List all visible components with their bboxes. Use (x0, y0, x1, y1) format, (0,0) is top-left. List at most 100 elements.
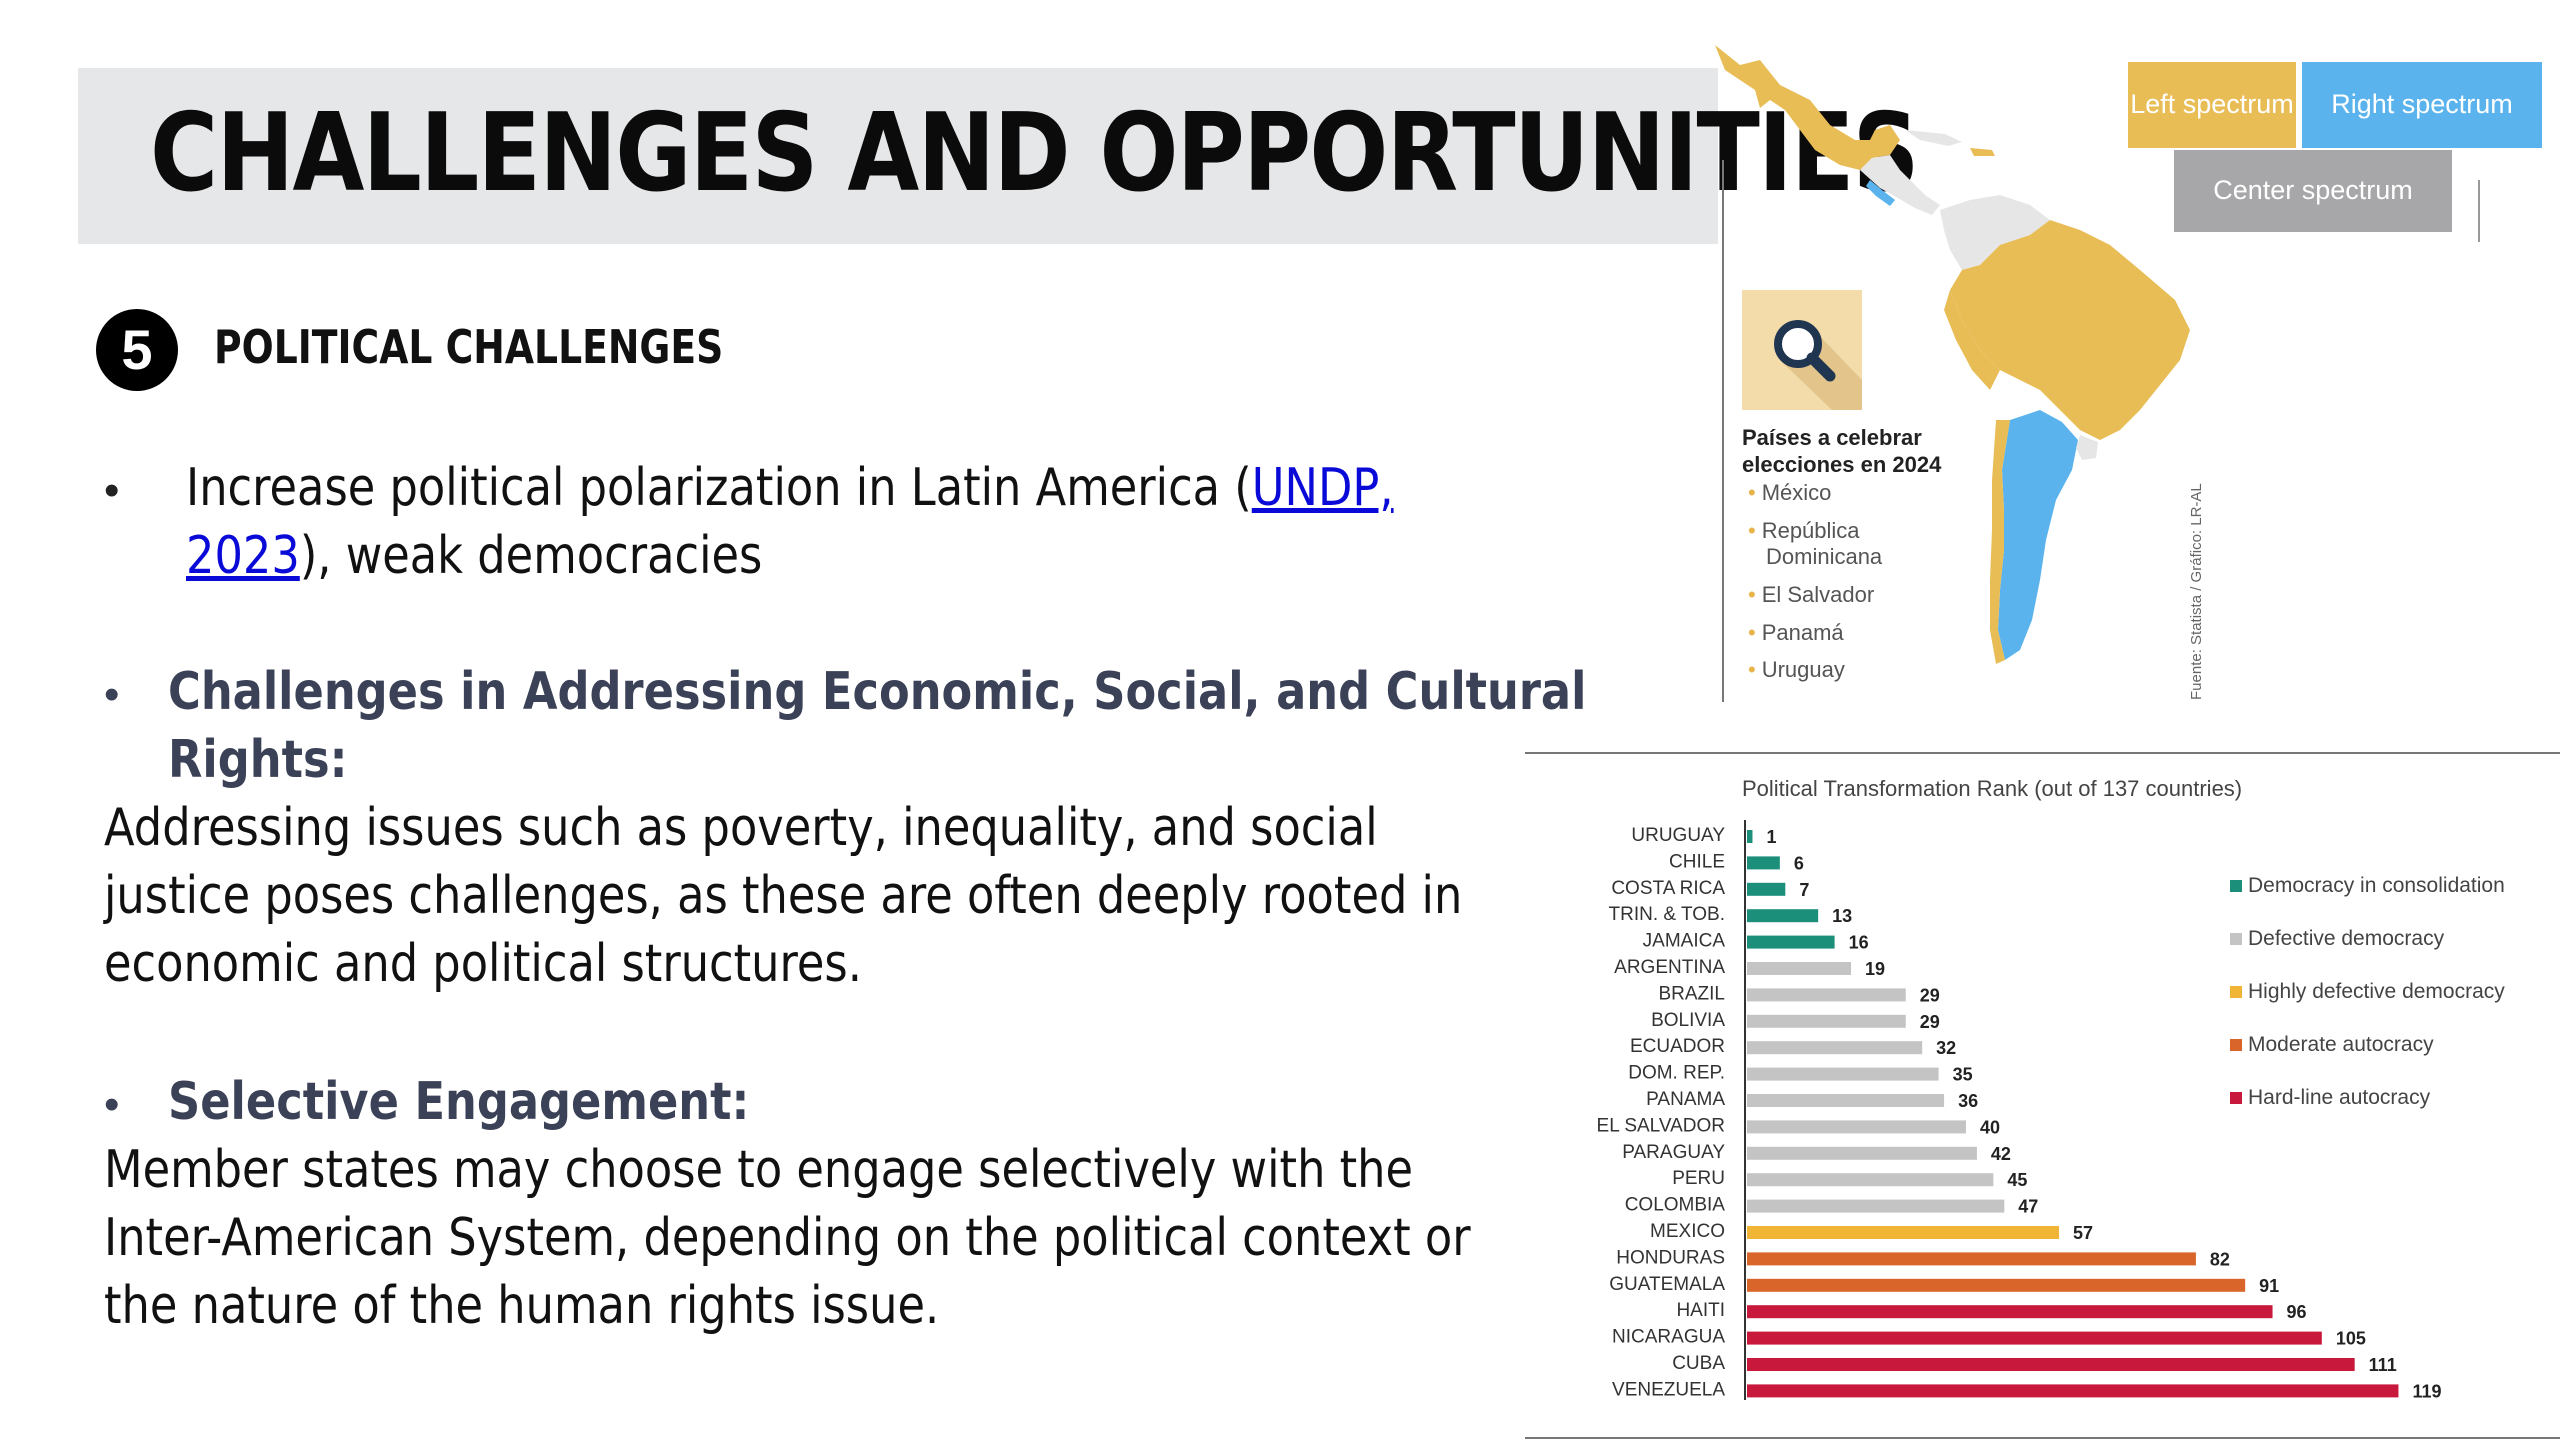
chart-category-label: PANAMA (1646, 1089, 1725, 1110)
chart-legend-label: Defective democracy (2248, 927, 2445, 950)
chart-value-label: 1 (1766, 827, 1776, 847)
chart-category-label: PERU (1672, 1168, 1725, 1189)
chart-value-label: 13 (1832, 906, 1852, 926)
map-source-note: Fuente: Statista / Gráfico: LR-AL (2188, 483, 2205, 700)
chart-value-label: 7 (1799, 880, 1809, 900)
chart-value-label: 32 (1936, 1038, 1956, 1058)
chart-category-label: BRAZIL (1658, 983, 1725, 1004)
map-region-south-america (1950, 220, 2190, 440)
chart-value-label: 16 (1849, 933, 1869, 953)
country-item-continued: Dominicana (1766, 544, 1883, 569)
chart-bar (1747, 1173, 1994, 1187)
chart-bottom-rule (1525, 1437, 2560, 1439)
bullet-dot-icon: • (104, 466, 120, 515)
chart-value-label: 6 (1794, 853, 1804, 873)
chart-bar (1747, 1041, 1923, 1055)
chart-legend-swatch (2230, 1092, 2242, 1104)
map-region-chile (1990, 420, 2010, 664)
chart-category-label: TRIN. & TOB. (1609, 904, 1726, 925)
chart-bar (1747, 909, 1819, 923)
chart-value-label: 40 (1980, 1117, 2000, 1137)
chart-value-label: 35 (1953, 1065, 1973, 1085)
map-region-peru (1944, 290, 2000, 390)
countries-title-line-1: Países a celebrar (1742, 425, 1922, 450)
map-region-mexico (1715, 45, 1900, 170)
map-region-central-america (1860, 155, 1940, 215)
map-region-caribbean-east (1970, 148, 1995, 156)
chart-bar (1747, 1120, 1966, 1134)
chart-category-label: ARGENTINA (1614, 957, 1725, 978)
bullet-2-heading-line-1: Challenges in Addressing Economic, Socia… (168, 662, 1587, 722)
slide-title: CHALLENGES AND OPPORTUNITIES (150, 91, 1920, 216)
chart-bars: URUGUAY 1 CHILE 6 COSTA RICA 7 TRIN. & TOB. 13 J… (1597, 825, 2442, 1401)
country-item: Panamá (1748, 620, 1844, 646)
map-region-caribbean (1905, 130, 1962, 146)
chart-legend-swatch (2230, 933, 2242, 945)
country-item: República (1748, 518, 1860, 544)
chart-category-label: BOLIVIA (1651, 1010, 1725, 1031)
chart-bar (1747, 988, 1906, 1002)
bullet-dot-icon: • (104, 1080, 120, 1129)
chart-bar (1747, 1146, 1977, 1160)
map-region-argentina (1998, 410, 2078, 660)
country-item: México (1748, 480, 1832, 506)
chart-category-label: CUBA (1672, 1353, 1725, 1374)
chart-value-label: 36 (1958, 1091, 1978, 1111)
latin-america-map (1715, 45, 2190, 664)
legend-divider-line (2478, 180, 2480, 242)
chart-value-label: 19 (1865, 959, 1885, 979)
chart-legend-label: Highly defective democracy (2248, 980, 2505, 1003)
country-item: Uruguay (1748, 657, 1845, 683)
undp-link[interactable]: UNDP, (1251, 458, 1394, 518)
chart-bar (1747, 1199, 2005, 1213)
chart-category-label: VENEZUELA (1612, 1379, 1725, 1400)
chart-category-label: COLOMBIA (1625, 1195, 1726, 1216)
chart-value-label: 96 (2287, 1302, 2307, 1322)
bullet-3-heading: Selective Engagement: (168, 1072, 750, 1132)
legend-left-spectrum: Left spectrum (2128, 62, 2296, 148)
chart-bar (1747, 1358, 2355, 1371)
chart-bar (1747, 1226, 2060, 1239)
chart-legend-label: Democracy in consolidation (2248, 874, 2505, 897)
chart-bar (1747, 1384, 2399, 1398)
bullet-2-heading-line-2: Rights: (168, 730, 348, 790)
countries-title: Países a celebrar elecciones en 2024 (1742, 424, 1941, 478)
chart-legend-swatch (2230, 986, 2242, 998)
chart-value-label: 105 (2336, 1329, 2366, 1349)
chart-value-label: 29 (1920, 985, 1940, 1005)
chart-bar (1747, 856, 1780, 870)
title-banner (78, 68, 1718, 244)
chart-bar (1747, 882, 1786, 896)
chart-bar (1747, 830, 1753, 843)
bullet-2-body-line-3: economic and political structures. (104, 934, 862, 994)
chart-value-label: 82 (2210, 1249, 2230, 1269)
chart-value-label: 45 (2007, 1170, 2027, 1190)
chart-legend: Democracy in consolidation Defective demo… (2230, 874, 2505, 1109)
chart-value-label: 119 (2412, 1381, 2441, 1401)
chart-category-label: PARAGUAY (1622, 1142, 1725, 1163)
chart-value-label: 111 (2369, 1355, 2397, 1375)
chart-legend-swatch (2230, 1039, 2242, 1051)
chart-category-label: HAITI (1676, 1300, 1725, 1321)
chart-bar (1747, 1014, 1906, 1028)
country-item: El Salvador (1748, 582, 1875, 608)
magnifier-icon (1774, 320, 1862, 410)
bullet-1-line-2: 2023), weak democracies (186, 522, 762, 590)
map-region-uruguay (2076, 435, 2098, 460)
chart-legend-label: Hard-line autocracy (2248, 1086, 2431, 1109)
legend-right-spectrum: Right spectrum (2302, 62, 2542, 148)
undp-link-year[interactable]: 2023 (186, 526, 300, 586)
map-region-central-america-right (1866, 180, 1895, 206)
chart-bar (1747, 1278, 2246, 1292)
section-title: POLITICAL CHALLENGES (214, 320, 724, 374)
chart-bar (1747, 1305, 2273, 1319)
chart-category-label: EL SALVADOR (1597, 1115, 1725, 1136)
bullet-2-body-line-2: justice poses challenges, as these are o… (104, 866, 1463, 926)
chart-bar (1747, 1094, 1945, 1107)
bullet-1-line-1: Increase political polarization in Latin… (186, 454, 1394, 522)
chart-value-label: 47 (2018, 1197, 2038, 1217)
chart-value-label: 42 (1991, 1144, 2011, 1164)
chart-category-label: COSTA RICA (1611, 878, 1725, 899)
chart-value-label: 29 (1920, 1012, 1940, 1032)
chart-category-label: JAMAICA (1643, 931, 1726, 952)
